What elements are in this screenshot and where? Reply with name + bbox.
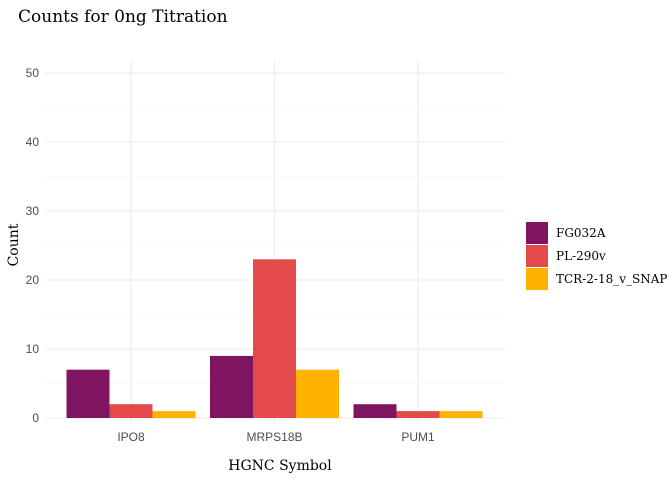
- bar: [210, 355, 253, 418]
- x-tick-label: PUM1: [401, 430, 435, 444]
- chart-title: Counts for 0ng Titration: [18, 7, 228, 27]
- y-tick-label: 10: [26, 342, 40, 356]
- y-tick-label: 40: [26, 135, 40, 149]
- bar: [109, 404, 153, 418]
- y-axis-ticks: 0 10 20 30 40 50: [26, 66, 40, 425]
- legend-label: TCR-2-18_v_SNAP: [556, 272, 667, 286]
- y-axis-title: Count: [6, 223, 22, 266]
- x-tick-label: IPO8: [117, 430, 145, 444]
- y-tick-label: 50: [26, 66, 40, 80]
- x-axis-ticks: IPO8 MRPS18B PUM1: [117, 430, 435, 444]
- bar: [253, 259, 296, 418]
- y-tick-label: 0: [32, 411, 39, 425]
- x-tick-label: MRPS18B: [246, 430, 302, 444]
- bars: [66, 259, 483, 418]
- legend-label: PL-290v: [556, 249, 606, 263]
- legend-swatch: [526, 268, 548, 290]
- bar: [439, 411, 483, 418]
- legend-swatch: [526, 245, 548, 267]
- bar: [353, 404, 397, 418]
- legend-label: FG032A: [556, 226, 606, 240]
- y-tick-label: 30: [26, 204, 40, 218]
- y-tick-label: 20: [26, 273, 40, 287]
- bar: [396, 411, 440, 418]
- bar: [152, 411, 196, 418]
- x-axis-title: HGNC Symbol: [228, 458, 332, 474]
- bar: [66, 369, 110, 418]
- bar: [296, 369, 339, 418]
- legend-swatch: [526, 222, 548, 244]
- legend: FG032A PL-290v TCR-2-18_v_SNAP: [526, 222, 667, 290]
